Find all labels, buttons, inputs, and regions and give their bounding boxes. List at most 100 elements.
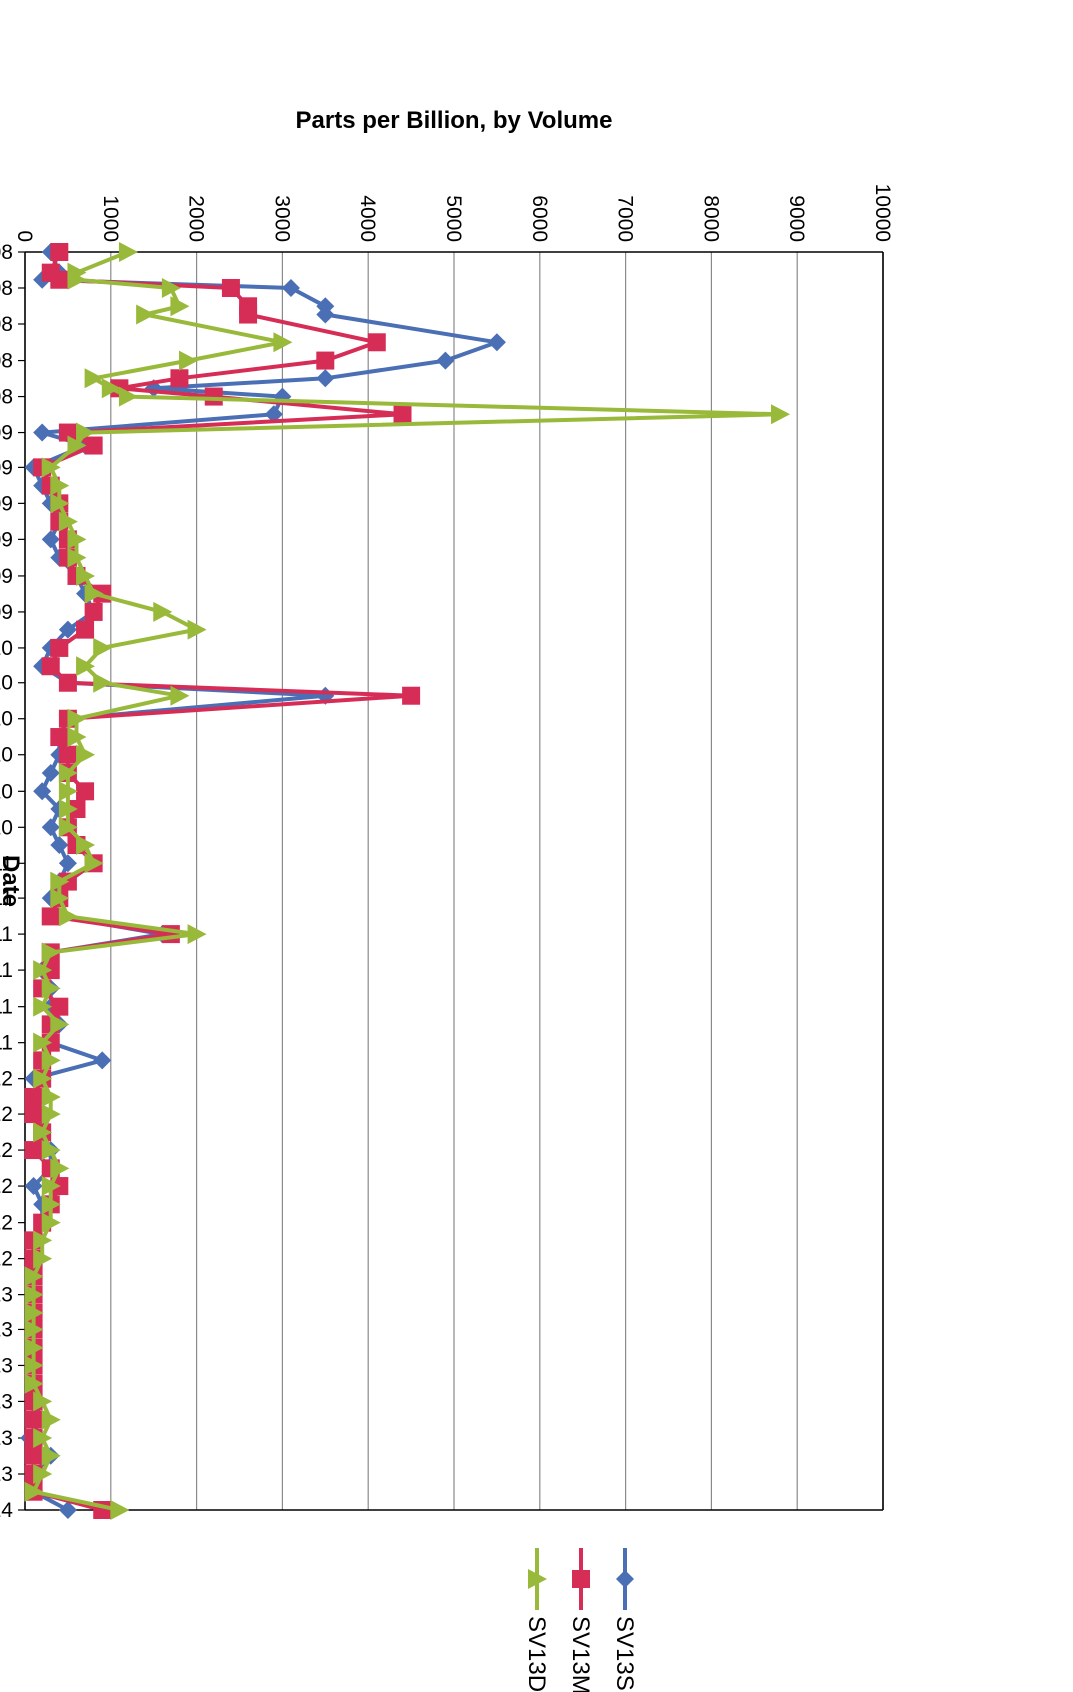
x-tick-label: 11/24/2011 — [0, 1032, 13, 1055]
data-point — [41, 764, 60, 783]
data-point — [41, 1104, 61, 1125]
data-point — [58, 511, 78, 532]
data-point — [264, 405, 283, 424]
x-tick-label: 1/24/2014 — [0, 1499, 13, 1522]
data-point — [33, 1122, 53, 1143]
x-tick-label: 9/24/2008 — [0, 350, 13, 373]
data-point — [58, 620, 77, 639]
data-point — [170, 685, 190, 706]
data-point — [101, 378, 121, 399]
y-tick-label: 2000 — [185, 195, 208, 242]
series-layer — [20, 242, 791, 1520]
data-point — [316, 351, 335, 370]
legend-label: SV13D — [523, 1616, 550, 1692]
data-point — [58, 1501, 77, 1519]
x-tick-label: 7/24/2013 — [0, 1390, 13, 1413]
x-tick-label: 9/24/2010 — [0, 780, 13, 803]
data-point — [24, 1410, 43, 1429]
legend-marker — [616, 1570, 634, 1588]
legend-label: SV13M — [567, 1616, 594, 1692]
x-tick-label: 11/24/2009 — [0, 601, 13, 624]
data-point — [76, 744, 96, 765]
legend-entry-sv13d: SV13D — [523, 1548, 550, 1692]
data-point — [170, 369, 189, 388]
data-point — [67, 727, 87, 748]
data-point — [41, 942, 61, 963]
data-point — [50, 888, 70, 909]
x-tick-label: 1/24/2012 — [0, 1068, 13, 1091]
x-tick-label: 7/24/2009 — [0, 528, 13, 551]
y-tick-label: 9000 — [785, 195, 808, 242]
data-point — [273, 332, 293, 353]
x-axis-title: Date — [0, 855, 24, 907]
data-point — [393, 405, 412, 424]
y-tick-label: 1000 — [99, 195, 122, 242]
data-point — [316, 305, 335, 324]
data-point — [204, 387, 223, 406]
data-point — [24, 1087, 43, 1106]
x-tick-label: 1/24/2011 — [0, 852, 13, 875]
data-point — [33, 996, 53, 1017]
data-point — [41, 1212, 61, 1233]
data-point — [84, 602, 103, 621]
legend-entry-sv13s: SV13S — [611, 1548, 638, 1691]
y-tick-label: 6000 — [528, 195, 551, 242]
x-tick-label: 3/24/2008 — [0, 241, 13, 264]
data-point — [84, 368, 104, 389]
data-point — [187, 619, 207, 640]
gridlines — [110, 252, 884, 1510]
data-point — [24, 1284, 44, 1305]
data-point — [24, 1266, 44, 1287]
data-point — [76, 835, 96, 856]
data-point — [58, 763, 78, 784]
x-tick-label: 7/24/2012 — [0, 1175, 13, 1198]
x-tick-label: 3/24/2012 — [0, 1103, 13, 1126]
data-point — [436, 351, 455, 370]
data-point — [33, 1464, 53, 1485]
axis-titles: Date Parts per Billion, by Volume — [0, 107, 612, 907]
data-point — [93, 1051, 112, 1070]
x-tick-label: 1/24/2010 — [0, 637, 13, 660]
data-point — [76, 565, 96, 586]
x-tick-label: 11/24/2013 — [0, 1463, 13, 1486]
data-point — [402, 686, 421, 705]
data-point — [33, 1428, 53, 1449]
data-point — [179, 350, 199, 371]
data-point — [24, 1337, 44, 1358]
data-point — [76, 620, 95, 639]
x-tick-label: 3/24/2010 — [0, 672, 13, 695]
legend-marker — [572, 1570, 590, 1588]
data-point — [170, 296, 190, 317]
data-point — [67, 529, 87, 550]
data-point — [93, 637, 113, 658]
data-point — [50, 243, 69, 261]
data-point — [487, 333, 506, 352]
x-tick-label: 7/24/2008 — [0, 313, 13, 336]
data-point — [316, 369, 335, 388]
data-point — [41, 1140, 61, 1161]
data-point — [41, 818, 60, 837]
x-tick-label: 5/24/2009 — [0, 492, 13, 515]
x-tick-label: 1/24/2009 — [0, 422, 13, 445]
y-tick-label: 3000 — [270, 195, 293, 242]
x-tick-label: 11/24/2012 — [0, 1248, 13, 1271]
data-point — [58, 673, 77, 692]
data-point — [84, 853, 104, 874]
data-point — [136, 304, 156, 325]
data-point — [33, 960, 53, 981]
data-point — [50, 493, 70, 514]
data-point — [50, 1014, 70, 1035]
data-point — [58, 781, 78, 802]
data-point — [41, 1086, 61, 1107]
x-tick-label: 9/24/2012 — [0, 1212, 13, 1235]
legend-entry-sv13m: SV13M — [567, 1548, 594, 1692]
data-point — [41, 907, 60, 926]
legend-marker — [528, 1569, 547, 1589]
data-point — [239, 305, 258, 324]
x-tick-label: 11/24/2010 — [0, 816, 13, 839]
x-tick-label: 5/24/2010 — [0, 708, 13, 731]
data-point — [33, 1248, 53, 1269]
data-point — [58, 799, 78, 820]
data-point — [67, 547, 87, 568]
